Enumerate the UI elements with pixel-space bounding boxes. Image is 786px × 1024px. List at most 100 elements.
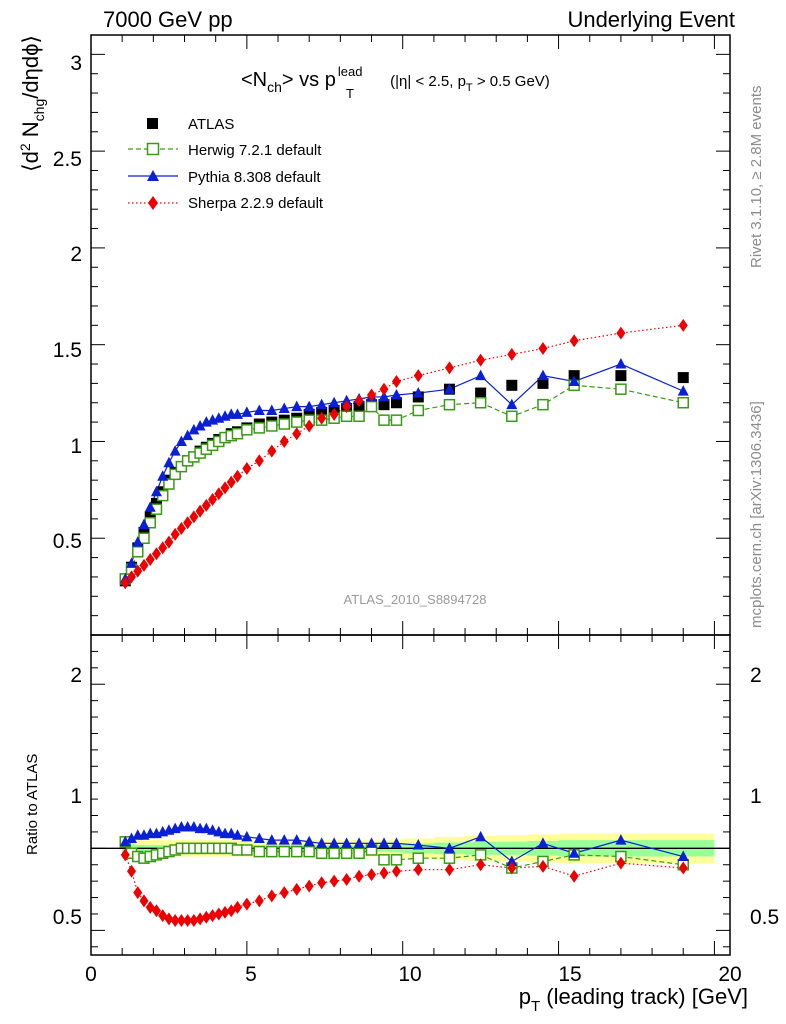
main-point-atlas [677,372,689,384]
ratio-point-herwig [315,847,328,860]
main-line-pythia [124,363,684,580]
main-point-sherpa [189,510,199,524]
ratio-point-sherpa [507,861,517,875]
main-point-sherpa [214,487,224,501]
ratio-point-pythia [241,830,253,842]
title-sup: lead [338,64,363,79]
ratio-point-herwig [328,847,340,860]
main-point-pythia [291,400,303,412]
main-point-sherpa [120,576,130,590]
main-point-herwig [169,468,181,481]
ratio-line-sherpa [124,854,684,922]
ratio-point-sherpa [164,912,174,926]
y-label-part: ⟨d [18,151,43,172]
main-point-pythia [443,383,455,394]
main-point-pythia [241,406,253,417]
main-point-atlas [475,387,487,399]
ratio-ytick-label: 0.5 [53,906,82,929]
main-point-herwig [163,478,175,490]
main-point-pythia [182,429,194,441]
xtick-label: 15 [558,963,581,986]
main-point-sherpa [391,374,401,388]
ratio-point-herwig [412,852,425,864]
axis-ticks [90,35,730,955]
legend-entry-pythia: Pythia 8.308 default [188,169,321,186]
main-point-atlas [303,408,315,420]
ratio-point-pythia [390,837,402,848]
title-sub: T [466,82,473,94]
main-point-sherpa [208,493,218,507]
main-point-sherpa [158,541,168,555]
main-point-sherpa [220,481,230,495]
y-label-part: N [18,121,43,143]
main-point-pythia [568,375,580,386]
legend: ATLAS Herwig 7.2.1 default Pythia 8.308 … [128,116,324,212]
main-point-herwig [241,424,253,436]
y-label-part: /dηdϕ⟩ [18,35,43,99]
legend-marker-atlas [147,118,158,129]
main-point-sherpa [267,444,277,458]
main-point-pythia [253,404,265,415]
ratio-point-pythia [253,832,265,843]
main-point-sherpa [538,342,548,356]
main-point-herwig [132,546,144,558]
main-point-pythia [475,369,487,381]
plot-title: <Nch> vs p lead T (|η| < 2.5, pT > 0.5 GeV… [241,64,550,101]
main-point-pythia [163,456,175,468]
main-point-sherpa [127,570,137,584]
ratio-point-sherpa [391,864,401,878]
main-point-atlas [506,379,518,391]
main-point-pythia [150,485,162,497]
main-point-pythia [232,408,244,419]
main-point-pythia [175,435,187,446]
main-point-sherpa [444,361,454,375]
ratio-point-pythia [366,837,378,848]
ratio-point-sherpa [292,882,302,896]
main-point-sherpa [226,475,236,489]
y-label-sub: chg [31,99,47,122]
main-point-herwig [443,398,456,411]
ratio-point-pythia [677,850,689,862]
ratio-point-pythia [225,827,237,839]
main-ytick-label: 2.5 [53,148,82,171]
ratio-point-pythia [119,835,131,847]
main-point-herwig [390,414,403,426]
main-point-pythia [188,423,200,435]
main-point-sherpa [195,504,205,518]
x-axis-label: pT (leading track) [GeV] [519,984,748,1015]
ratio-point-pythia [303,835,315,847]
ratio-point-sherpa [183,914,193,928]
ratio-point-pythia [378,837,390,848]
x-axis-label-rest: (leading track) [GeV] [540,984,748,1009]
ratio-point-herwig [340,847,353,860]
ratio-point-sherpa [476,858,486,872]
ratio-point-sherpa [139,894,149,908]
ratio-point-sherpa [120,848,130,862]
ratio-point-sherpa [267,889,277,903]
ratio-point-herwig [278,845,291,858]
main-ytick-label: 0.5 [53,530,82,553]
main-ytick-label: 1.5 [53,339,82,362]
ratio-point-pythia [475,830,487,842]
x-axis-label-sub: T [531,998,540,1015]
legend-marker-pythia [147,170,159,181]
main-point-pythia [390,389,402,400]
main-point-sherpa [183,516,193,530]
ratio-point-sherpa [354,869,364,883]
main-point-pythia [266,404,278,415]
ratio-point-pythia [316,837,328,848]
main-point-sherpa [176,522,186,536]
title-part: > vs p [282,69,336,91]
ratio-point-sherpa [133,886,143,900]
ratio-point-sherpa [616,856,626,870]
ratio-point-herwig [353,847,365,860]
ratio-point-pythia [615,834,627,845]
main-point-pythia [169,445,181,456]
ratio-point-sherpa [569,869,579,883]
ratio-point-herwig [378,854,390,866]
series-markers [119,318,689,928]
main-point-herwig [615,383,627,395]
ratio-point-pythia [412,839,424,850]
ratio-point-pythia [291,834,303,845]
